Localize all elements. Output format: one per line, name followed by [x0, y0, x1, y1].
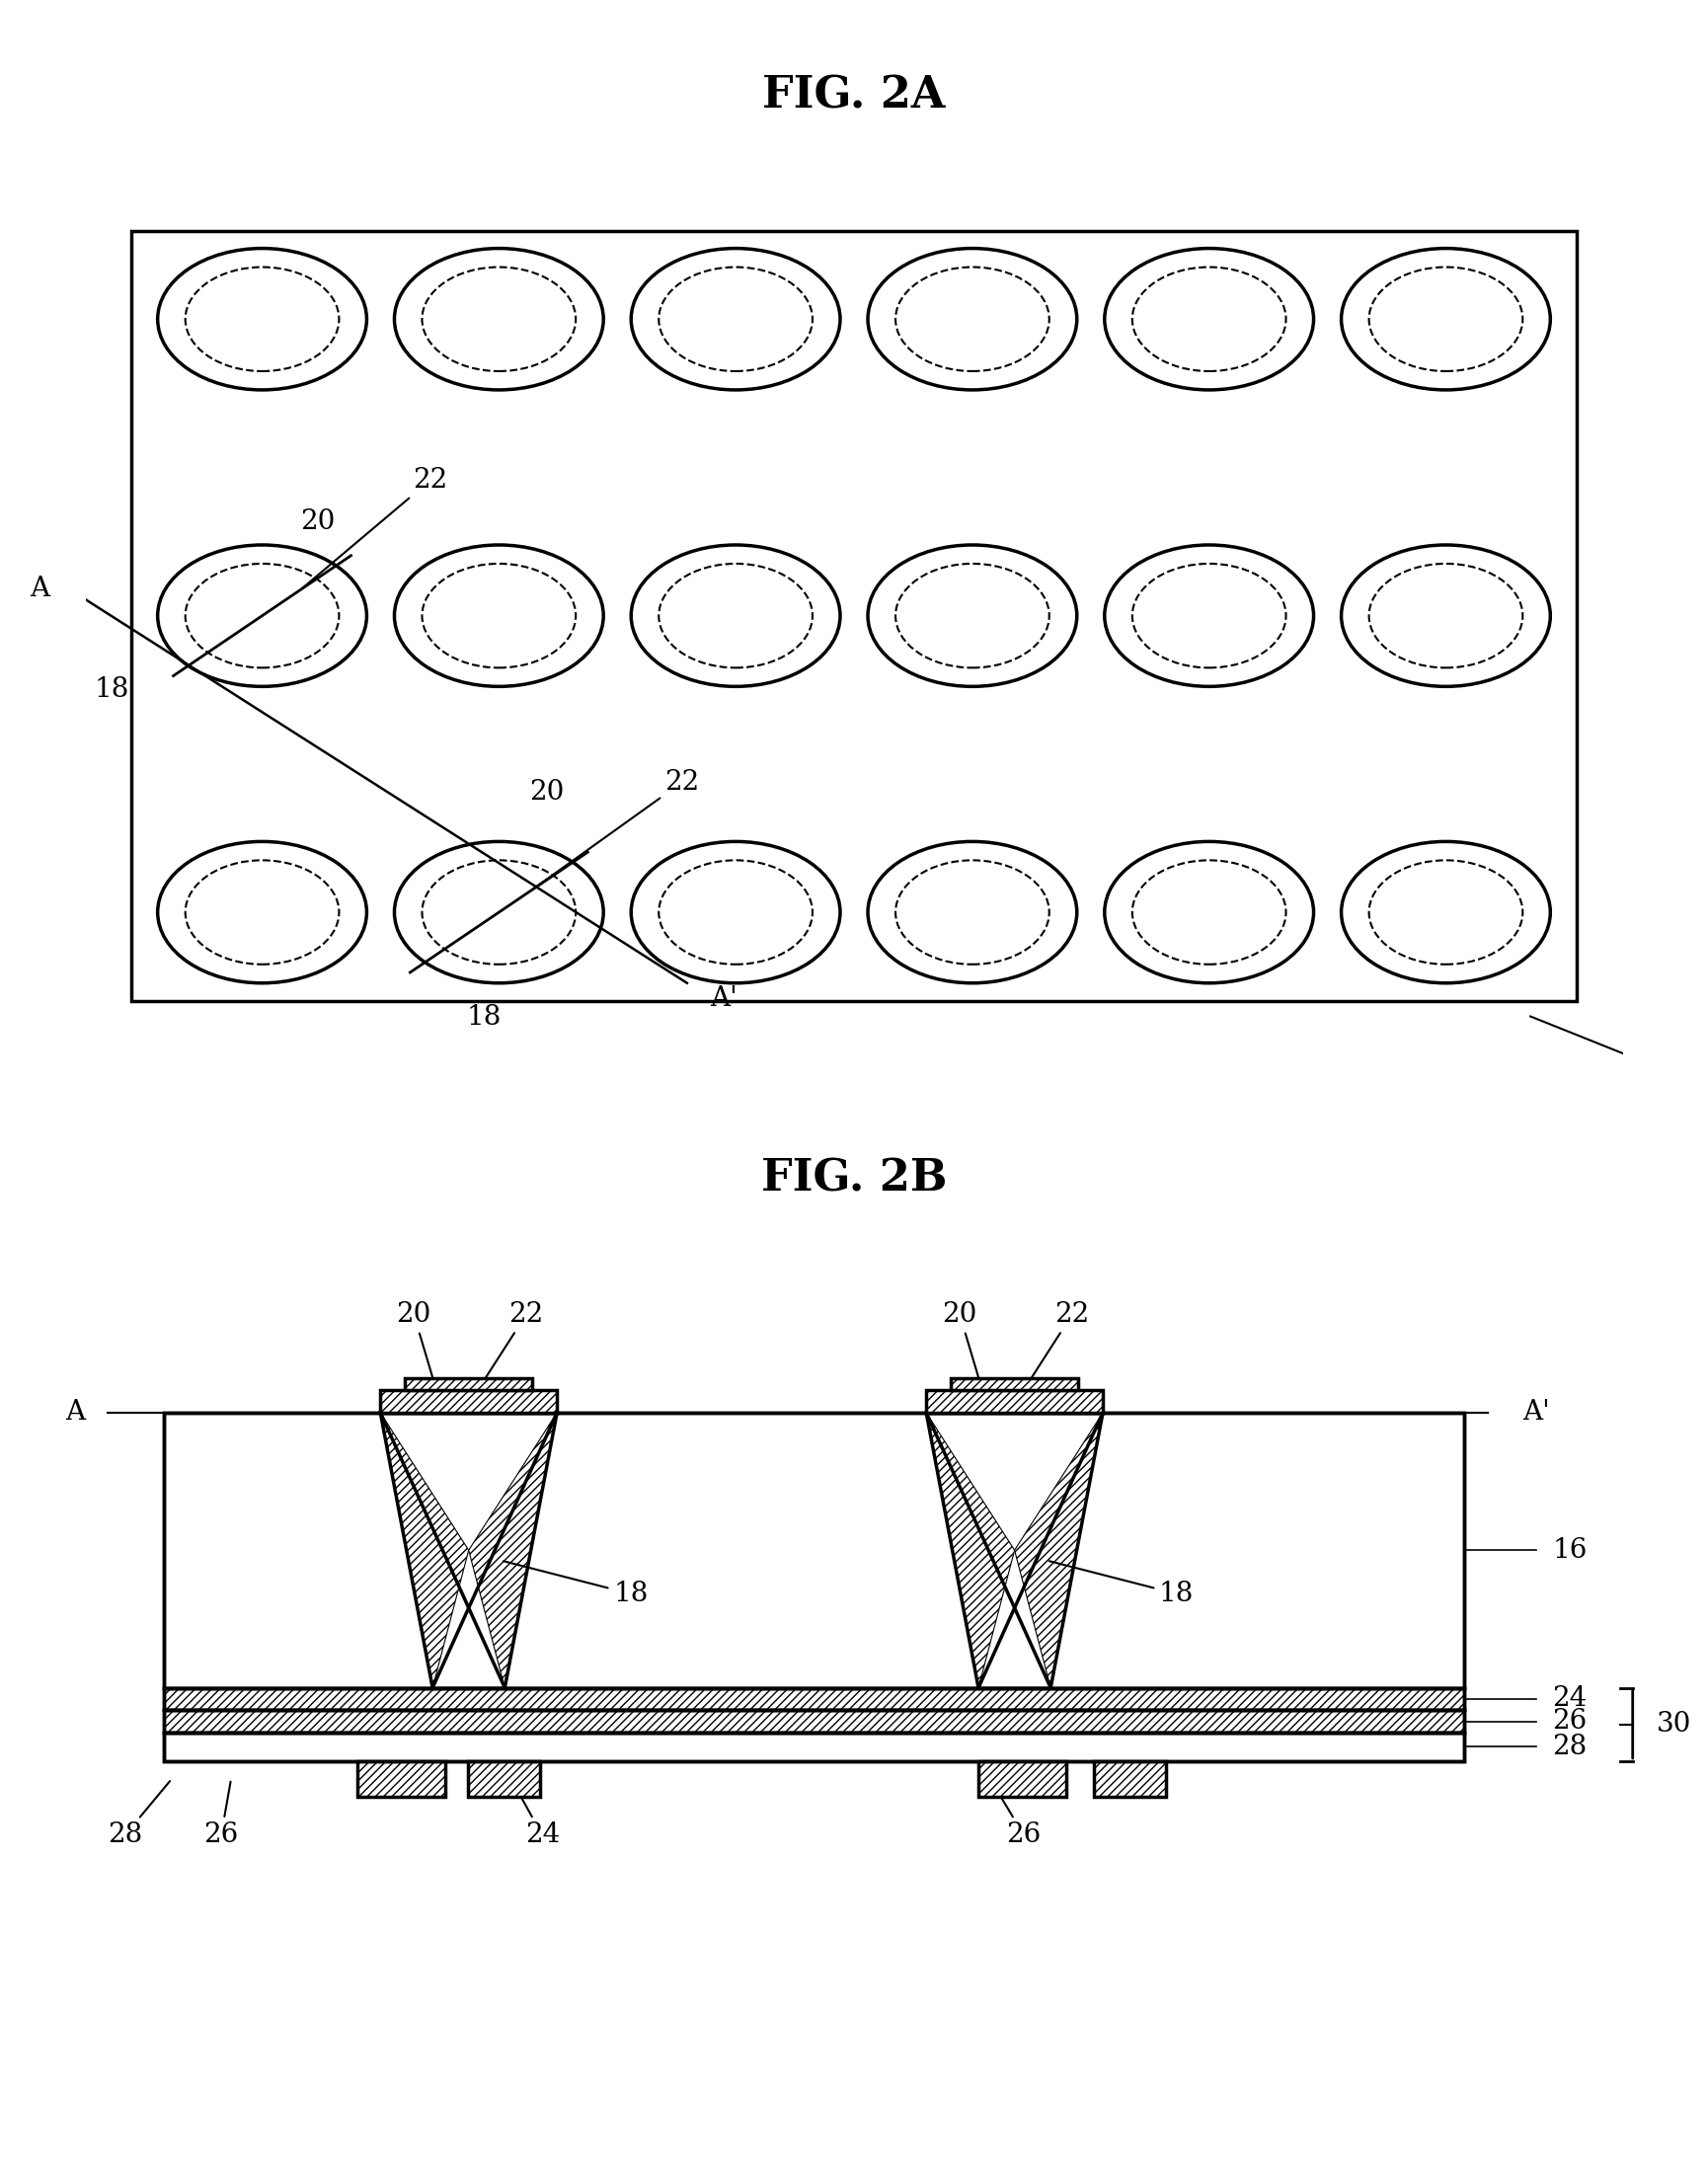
Bar: [164, 1687, 1464, 1711]
Text: 18: 18: [1049, 1561, 1194, 1606]
Text: A: A: [29, 577, 50, 603]
Bar: [132, 230, 1576, 1002]
Bar: [951, 1379, 1078, 1390]
Text: 18: 18: [504, 1561, 647, 1606]
Text: 26: 26: [1553, 1708, 1587, 1734]
Text: 22: 22: [1028, 1301, 1090, 1381]
Circle shape: [1341, 544, 1551, 687]
Text: 20: 20: [301, 509, 335, 535]
Text: FIG. 2B: FIG. 2B: [762, 1158, 946, 1199]
Polygon shape: [926, 1414, 1015, 1687]
Bar: [979, 1760, 1068, 1797]
Circle shape: [630, 249, 840, 390]
Text: 26: 26: [203, 1782, 239, 1849]
Text: A: A: [65, 1398, 85, 1427]
Bar: [405, 1379, 533, 1390]
Text: 28: 28: [108, 1782, 169, 1849]
Circle shape: [630, 544, 840, 687]
Circle shape: [868, 544, 1078, 687]
Circle shape: [395, 841, 603, 982]
Text: 20: 20: [529, 778, 565, 806]
Text: 20: 20: [943, 1301, 986, 1398]
Text: 26: 26: [984, 1769, 1042, 1849]
Polygon shape: [381, 1414, 468, 1687]
Text: FIG. 2A: FIG. 2A: [762, 74, 946, 117]
Text: 18: 18: [466, 1004, 500, 1030]
Text: 18: 18: [94, 676, 130, 702]
Bar: [164, 1732, 1464, 1760]
Text: 20: 20: [396, 1301, 439, 1398]
Bar: [164, 1711, 1464, 1732]
Text: 22: 22: [483, 1301, 543, 1381]
Circle shape: [868, 249, 1078, 390]
Bar: [926, 1390, 1103, 1414]
Circle shape: [157, 249, 367, 390]
Circle shape: [1105, 249, 1313, 390]
Polygon shape: [468, 1414, 557, 1687]
Text: 22: 22: [531, 770, 700, 889]
Circle shape: [1105, 544, 1313, 687]
Text: 24: 24: [1553, 1687, 1587, 1713]
Circle shape: [157, 544, 367, 687]
Bar: [164, 1414, 1464, 1687]
Bar: [468, 1760, 540, 1797]
Circle shape: [157, 841, 367, 982]
Text: 30: 30: [1657, 1711, 1691, 1739]
Text: 22: 22: [302, 466, 447, 588]
Bar: [164, 1414, 1464, 1687]
Circle shape: [395, 249, 603, 390]
Bar: [164, 1687, 1464, 1711]
Bar: [164, 1711, 1464, 1732]
Text: 16: 16: [1553, 1537, 1587, 1563]
Circle shape: [868, 841, 1078, 982]
Bar: [1095, 1760, 1167, 1797]
Bar: [381, 1390, 557, 1414]
Circle shape: [395, 544, 603, 687]
Text: A': A': [1522, 1398, 1551, 1427]
Text: 24: 24: [506, 1769, 560, 1849]
Circle shape: [1341, 249, 1551, 390]
Text: 28: 28: [1553, 1734, 1587, 1760]
Bar: [164, 1732, 1464, 1760]
Circle shape: [630, 841, 840, 982]
Circle shape: [1105, 841, 1313, 982]
Polygon shape: [1015, 1414, 1103, 1687]
Circle shape: [1341, 841, 1551, 982]
Bar: [357, 1760, 446, 1797]
Text: A': A': [711, 984, 738, 1012]
